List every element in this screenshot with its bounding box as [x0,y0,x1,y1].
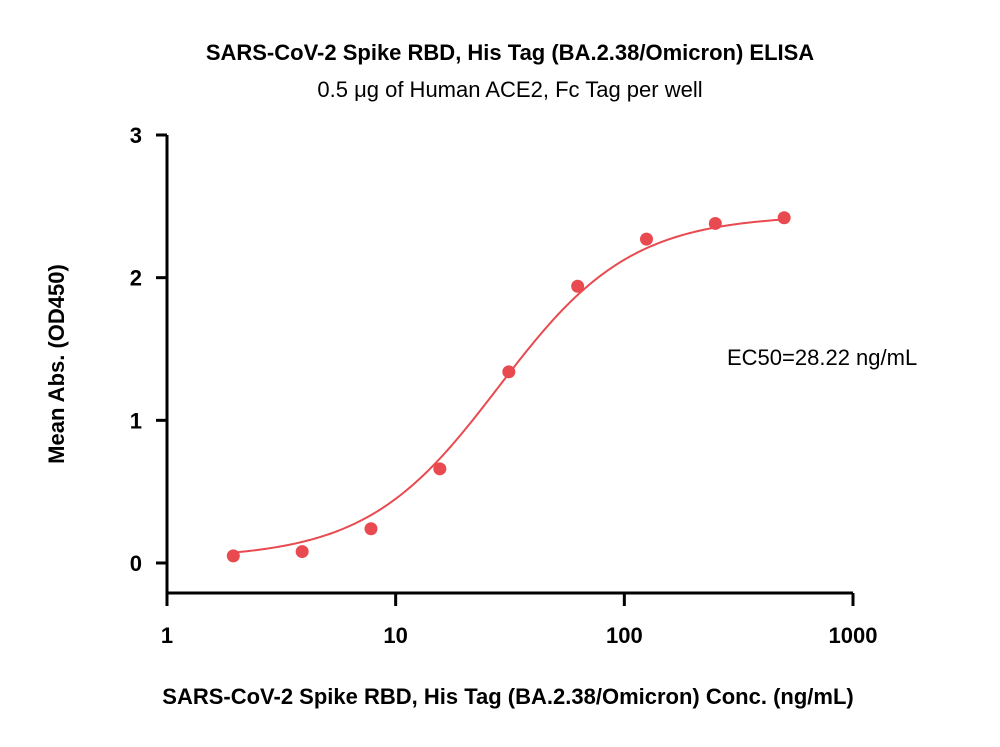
x-ticks: 1 10 100 1000 [161,593,878,648]
data-point [571,279,585,293]
data-point [639,232,653,246]
fit-curve-line [233,218,785,554]
data-points [226,211,791,563]
y-tick-label: 1 [130,408,142,433]
ec50-annotation: EC50=28.22 ng/mL [727,345,917,370]
y-tick-label: 0 [130,551,142,576]
x-tick-label: 1000 [829,623,878,648]
chart-title: SARS-CoV-2 Spike RBD, His Tag (BA.2.38/O… [206,40,814,65]
data-point [364,522,378,536]
data-point [295,545,309,559]
y-axis-title: Mean Abs. (OD450) [44,264,69,464]
data-point [433,462,447,476]
y-tick-label: 3 [130,123,142,148]
x-tick-label: 10 [383,623,407,648]
data-point [226,549,240,563]
data-point [708,216,722,230]
y-tick-label: 2 [130,266,142,291]
x-tick-label: 1 [161,623,173,648]
chart-subtitle: 0.5 μg of Human ACE2, Fc Tag per well [317,77,702,102]
y-ticks: 0 1 2 3 [130,123,167,576]
data-point [502,365,516,379]
data-point [777,211,791,225]
x-tick-label: 100 [606,623,643,648]
x-axis-title: SARS-CoV-2 Spike RBD, His Tag (BA.2.38/O… [162,684,853,709]
axes [165,135,853,595]
